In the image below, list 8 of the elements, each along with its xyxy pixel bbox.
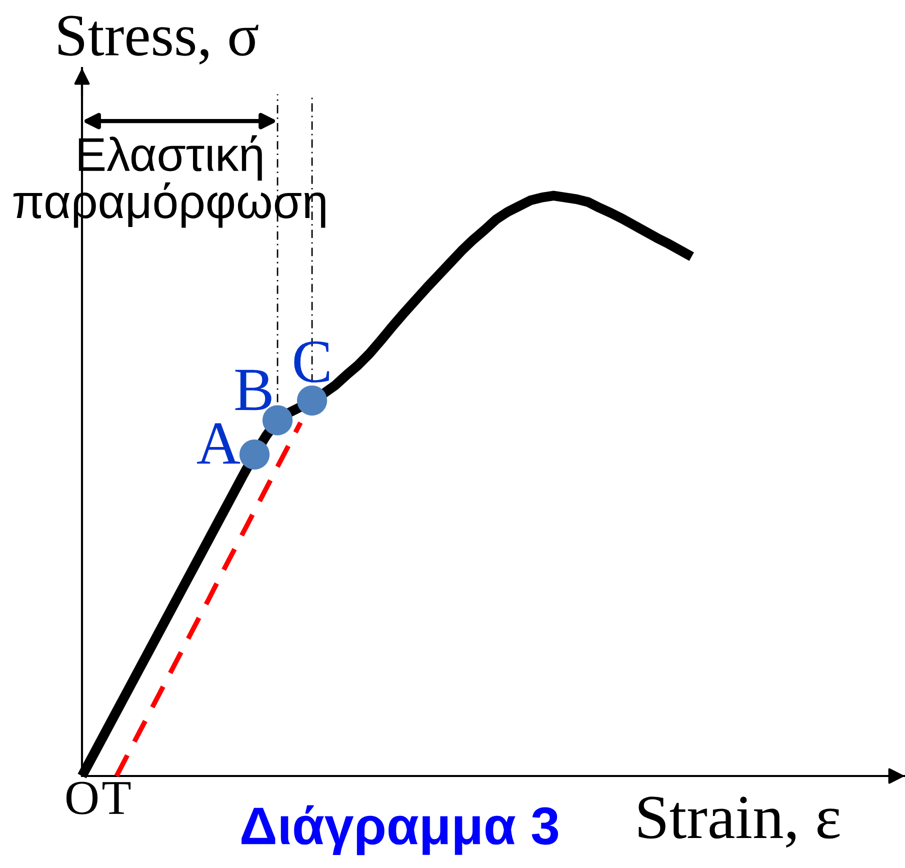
text: Διάγραμμα 3 xyxy=(242,805,558,856)
y-axis-title: Stress, σ xyxy=(58,16,258,64)
x-axis-title: Strain, ε xyxy=(638,796,840,848)
x-tick-label: O xyxy=(66,782,98,814)
series-label: C xyxy=(294,341,330,382)
series-label: A xyxy=(196,423,240,464)
x-tick-label: T xyxy=(102,782,131,814)
series-label: B xyxy=(235,370,272,410)
